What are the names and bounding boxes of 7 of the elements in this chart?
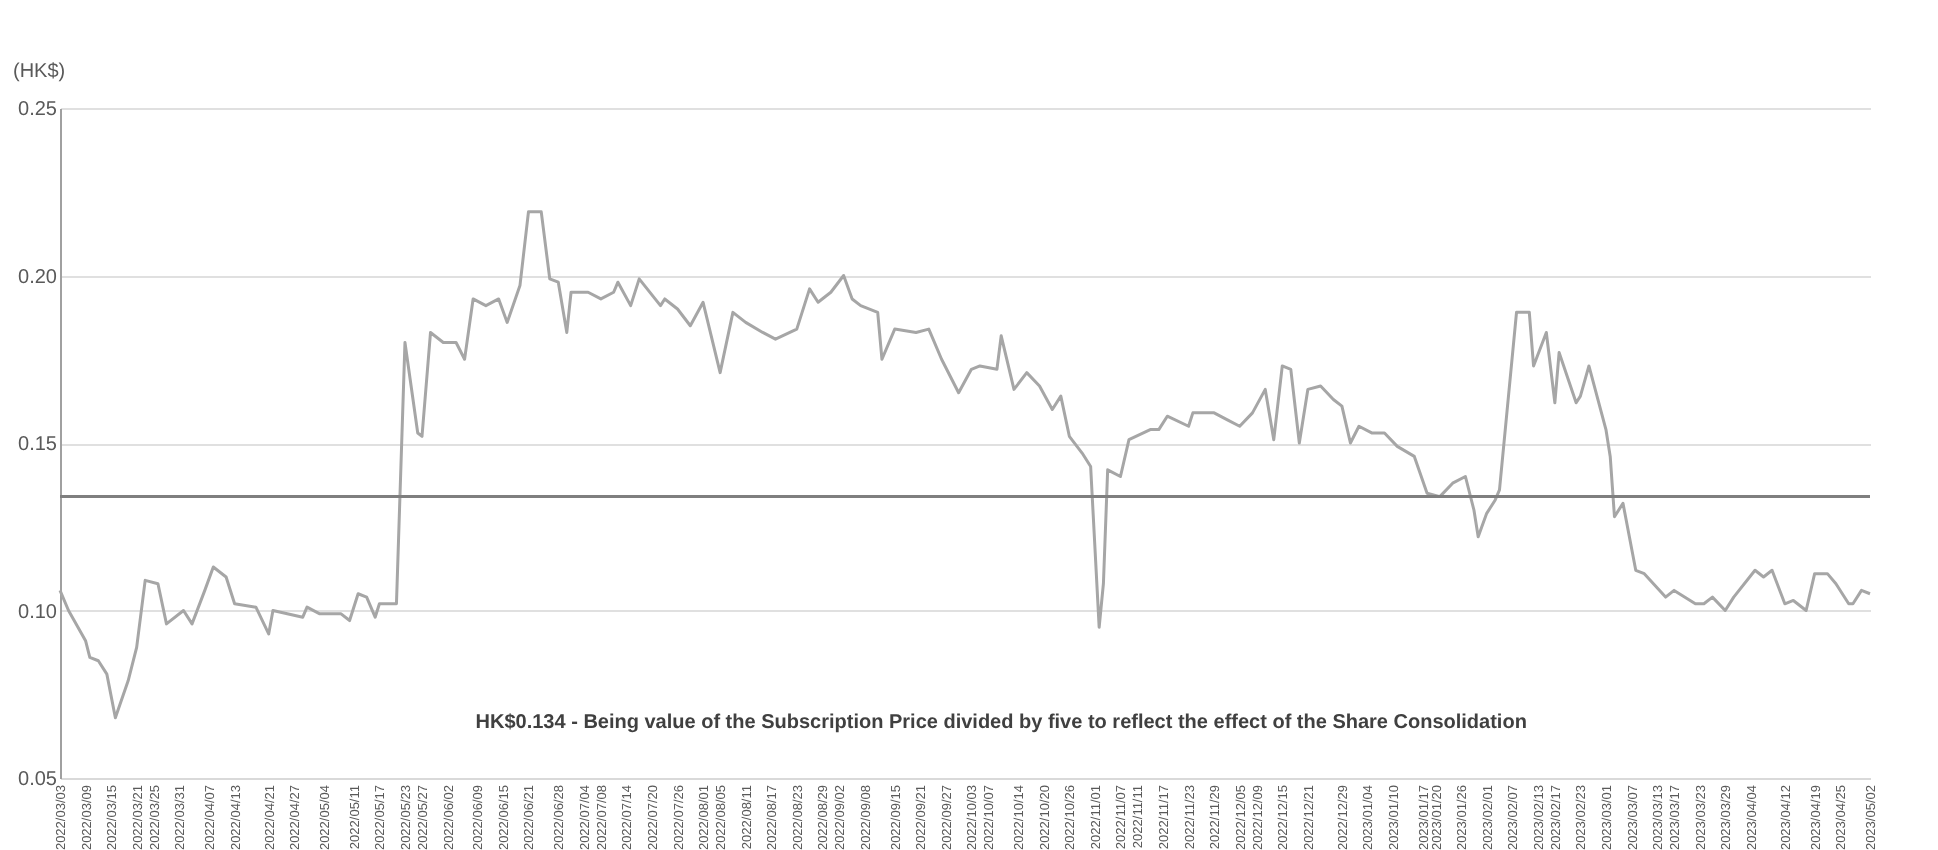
y-tick-label: 0.05: [18, 769, 58, 791]
y-axis-title: (HK$): [13, 61, 66, 83]
y-tick-label: 0.15: [18, 434, 58, 456]
annotation: HK$0.134 - Being value of the Subscription Price divided by five to reflect the effect of the Share Consolidation: [475, 712, 1527, 734]
y-tick-label: 0.25: [18, 99, 58, 121]
y-tick-label: 0.10: [18, 601, 58, 624]
y-tick-label: 0.20: [18, 266, 58, 289]
